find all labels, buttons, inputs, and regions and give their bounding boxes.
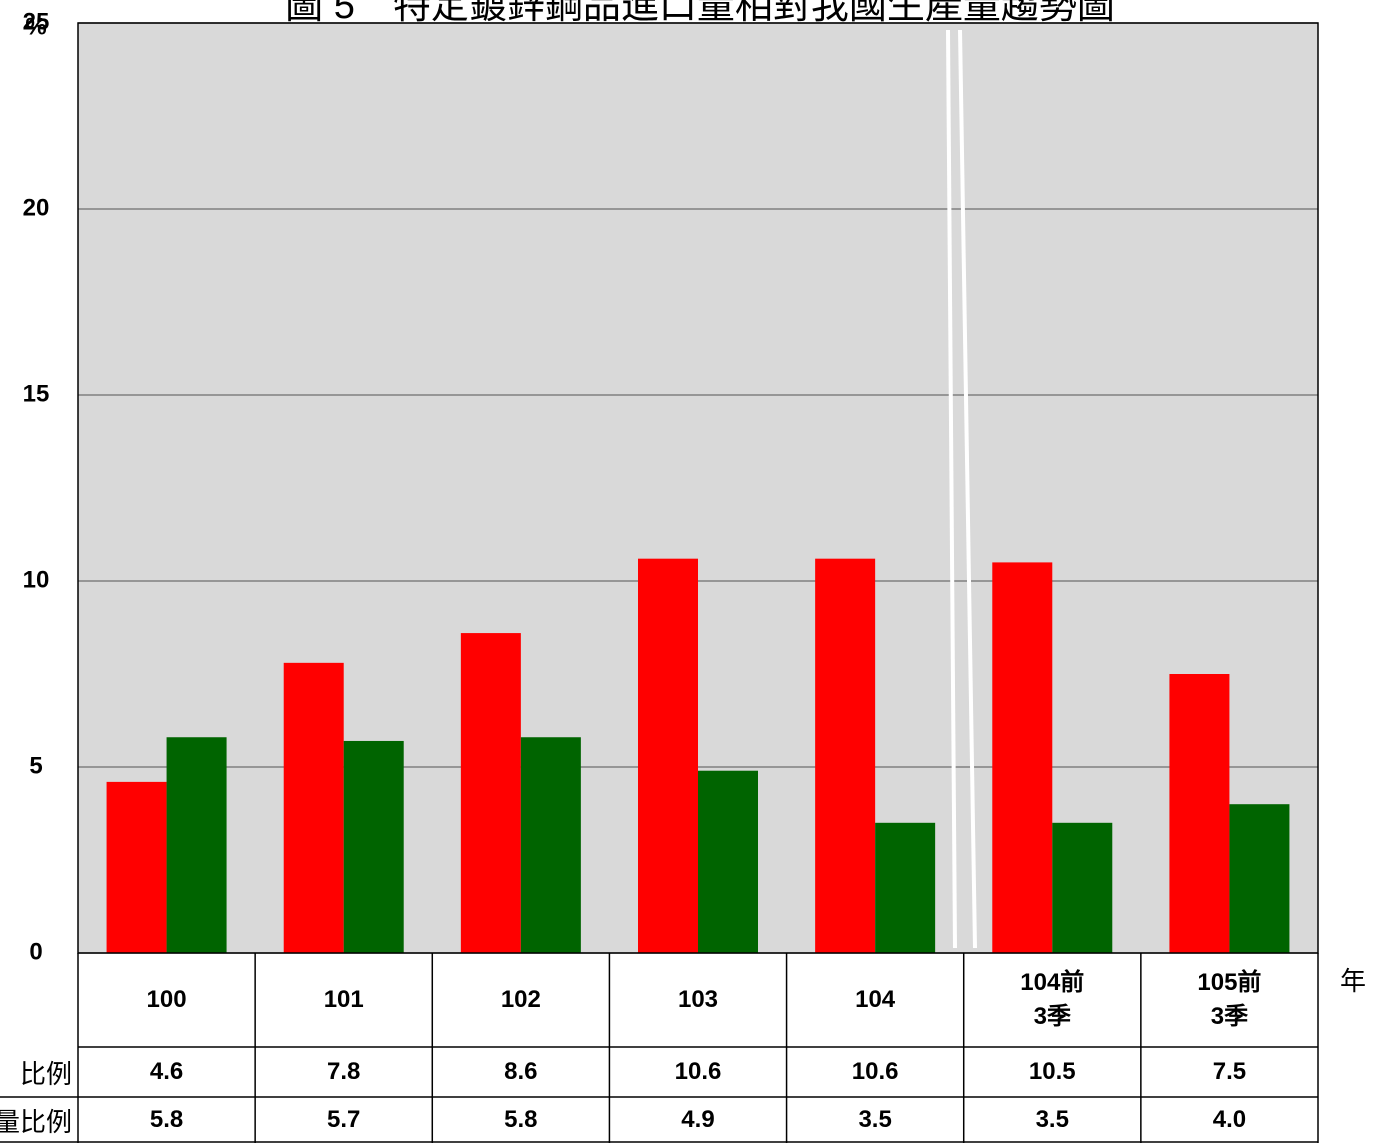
table-value: 4.0 xyxy=(1212,1106,1247,1133)
bar xyxy=(1229,804,1290,953)
x-tick-label: 102 xyxy=(500,986,541,1013)
bar xyxy=(520,737,581,953)
table-value: 5.8 xyxy=(504,1106,538,1133)
x-tick-label: 104 xyxy=(855,986,896,1013)
table-value: 3.5 xyxy=(1035,1106,1069,1133)
y-tick-label: 20 xyxy=(23,194,50,221)
plot-border xyxy=(77,22,1319,954)
table-value: 3.5 xyxy=(858,1106,892,1133)
bar xyxy=(1052,822,1113,953)
table-value: 8.6 xyxy=(504,1058,538,1085)
chart-title: 圖 5 特定鍍鋅鋼品進口量相對我國生產量趨勢圖 xyxy=(285,0,1115,27)
bar xyxy=(875,822,936,953)
table-value: 7.8 xyxy=(327,1058,361,1085)
x-tick-label: 100 xyxy=(146,986,187,1013)
bar xyxy=(698,770,758,953)
legend-label: 量比例 xyxy=(0,1106,72,1137)
bar xyxy=(1169,674,1230,953)
x-unit: 年 xyxy=(1340,966,1366,996)
x-tick-label: 104前 3季 xyxy=(1020,969,1085,1030)
table-value: 5.8 xyxy=(149,1106,184,1133)
table-value: 10.5 xyxy=(1028,1058,1076,1085)
x-tick-label: 105前 3季 xyxy=(1197,969,1262,1030)
y-tick-label: 10 xyxy=(23,566,50,593)
x-tick-label: 103 xyxy=(677,986,719,1013)
table-value: 7.5 xyxy=(1212,1058,1247,1085)
table-value: 5.7 xyxy=(327,1106,361,1133)
bar xyxy=(992,562,1053,953)
bar xyxy=(106,781,167,953)
bar xyxy=(815,558,876,953)
table-value: 10.6 xyxy=(851,1058,899,1085)
y-tick-label: 0 xyxy=(29,938,42,965)
y-tick-label: 15 xyxy=(23,380,50,407)
bar xyxy=(343,740,404,953)
table-value: 10.6 xyxy=(674,1058,722,1085)
axis-break xyxy=(946,29,957,949)
axis-break xyxy=(958,29,977,949)
bar xyxy=(638,558,698,953)
x-tick-label: 101 xyxy=(323,986,364,1013)
table-value: 4.9 xyxy=(681,1106,715,1133)
bar xyxy=(166,737,227,953)
bar xyxy=(460,633,521,953)
legend-label: 比例 xyxy=(19,1058,72,1089)
table-value: 4.6 xyxy=(149,1058,184,1085)
y-unit: % xyxy=(25,13,46,40)
y-tick-label: 25 xyxy=(23,8,50,35)
y-tick-label: 5 xyxy=(29,752,42,779)
bar xyxy=(283,662,344,953)
